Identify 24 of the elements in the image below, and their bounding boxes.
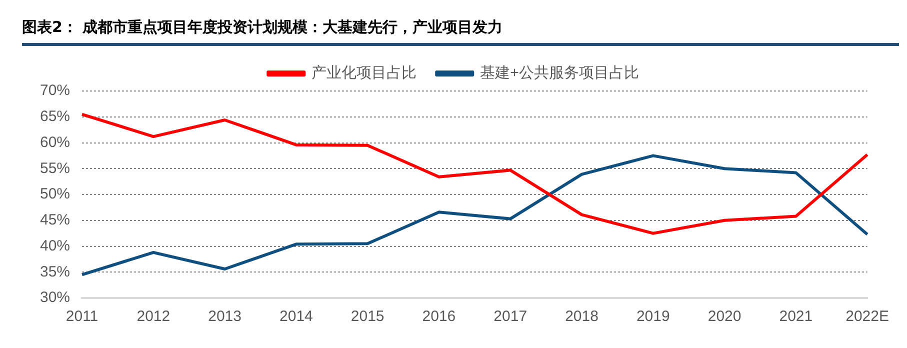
x-tick-label: 2018: [565, 308, 598, 326]
y-tick-label: 40%: [40, 237, 70, 254]
y-tick-label: 35%: [40, 263, 70, 280]
chart-title: 图表2： 成都市重点项目年度投资计划规模：大基建先行，产业项目发力: [21, 17, 504, 38]
y-tick-label: 50%: [40, 186, 70, 203]
x-tick-label: 2017: [494, 308, 528, 326]
x-tick-label: 2019: [636, 308, 670, 326]
x-tick-label: 2022E: [846, 308, 889, 326]
x-tick-label: 2016: [422, 308, 456, 326]
y-tick-label: 45%: [40, 212, 70, 229]
y-tick-label: 60%: [40, 134, 70, 151]
y-tick-label: 30%: [40, 289, 70, 306]
legend-label: 基建+公共服务项目占比: [480, 64, 639, 82]
x-tick-label: 2012: [136, 308, 170, 326]
x-tick-label: 2013: [208, 308, 242, 326]
y-tick-label: 70%: [40, 82, 70, 100]
x-tick-label: 2015: [350, 308, 384, 326]
y-tick-label: 55%: [40, 160, 70, 177]
x-tick-label: 2021: [779, 308, 813, 326]
y-tick-label: 65%: [40, 108, 70, 126]
legend-label: 产业化项目占比: [312, 64, 417, 82]
x-tick-label: 2020: [708, 308, 742, 326]
x-tick-label: 2011: [66, 308, 98, 326]
x-tick-label: 2014: [280, 308, 313, 326]
